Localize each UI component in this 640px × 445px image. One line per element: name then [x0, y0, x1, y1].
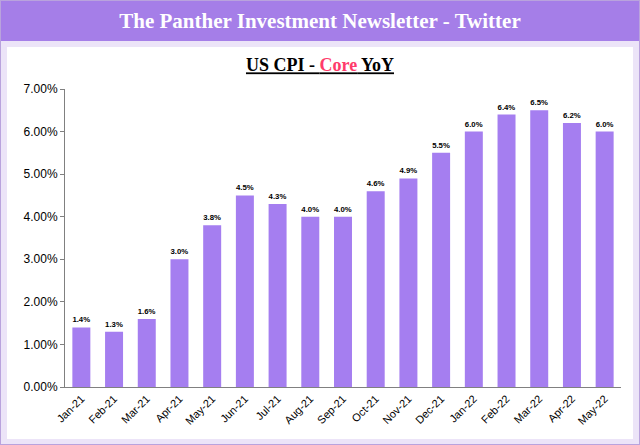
svg-text:4.00%: 4.00% [24, 210, 58, 224]
svg-text:4.0%: 4.0% [301, 205, 319, 214]
svg-text:3.8%: 3.8% [203, 213, 221, 222]
svg-text:Feb-21: Feb-21 [86, 393, 119, 426]
svg-text:Aug-21: Aug-21 [282, 393, 316, 427]
svg-text:4.0%: 4.0% [334, 205, 352, 214]
svg-text:1.6%: 1.6% [138, 307, 156, 316]
svg-text:2.00%: 2.00% [24, 295, 58, 309]
svg-text:Oct-21: Oct-21 [349, 393, 381, 425]
svg-text:6.4%: 6.4% [498, 103, 516, 112]
svg-text:Jul-21: Jul-21 [253, 393, 283, 423]
html-text:The Panther Investment Newslet: The Panther Investment Newsletter - Twit… [119, 9, 521, 33]
svg-text:Jun-21: Jun-21 [218, 393, 250, 425]
svg-text:4.9%: 4.9% [399, 166, 417, 175]
svg-text:Jan-21: Jan-21 [54, 393, 86, 425]
svg-text:6.00%: 6.00% [24, 125, 58, 139]
svg-text:1.4%: 1.4% [72, 315, 90, 324]
svg-text:3.0%: 3.0% [170, 247, 188, 256]
svg-text:6.0%: 6.0% [596, 120, 614, 129]
svg-text:6.2%: 6.2% [563, 111, 581, 120]
svg-text:Apr-21: Apr-21 [153, 393, 185, 425]
svg-text:May-21: May-21 [183, 393, 217, 427]
svg-text:4.5%: 4.5% [236, 183, 254, 192]
svg-text:5.5%: 5.5% [432, 141, 450, 150]
svg-text:5.00%: 5.00% [24, 167, 58, 181]
svg-text:3.00%: 3.00% [24, 252, 58, 266]
svg-text:Feb-22: Feb-22 [479, 393, 512, 426]
svg-text:Mar-21: Mar-21 [119, 393, 152, 426]
svg-text:1.00%: 1.00% [24, 338, 58, 352]
svg-text:6.0%: 6.0% [465, 120, 483, 129]
svg-text:4.6%: 4.6% [367, 179, 385, 188]
svg-text:May-22: May-22 [576, 393, 610, 427]
svg-text:4.3%: 4.3% [269, 192, 287, 201]
svg-text:US CPI - Core YoY: US CPI - Core YoY [246, 55, 394, 75]
svg-text:1.3%: 1.3% [105, 320, 123, 329]
svg-text:Mar-22: Mar-22 [511, 393, 544, 426]
svg-text:6.5%: 6.5% [530, 98, 548, 107]
svg-text:0.00%: 0.00% [24, 380, 58, 394]
svg-text:Nov-21: Nov-21 [380, 393, 414, 427]
svg-text:Jan-22: Jan-22 [447, 393, 479, 425]
svg-text:7.00%: 7.00% [24, 82, 58, 96]
svg-text:Apr-22: Apr-22 [545, 393, 577, 425]
svg-text:Dec-21: Dec-21 [413, 393, 447, 427]
svg-text:Sep-21: Sep-21 [315, 393, 349, 427]
